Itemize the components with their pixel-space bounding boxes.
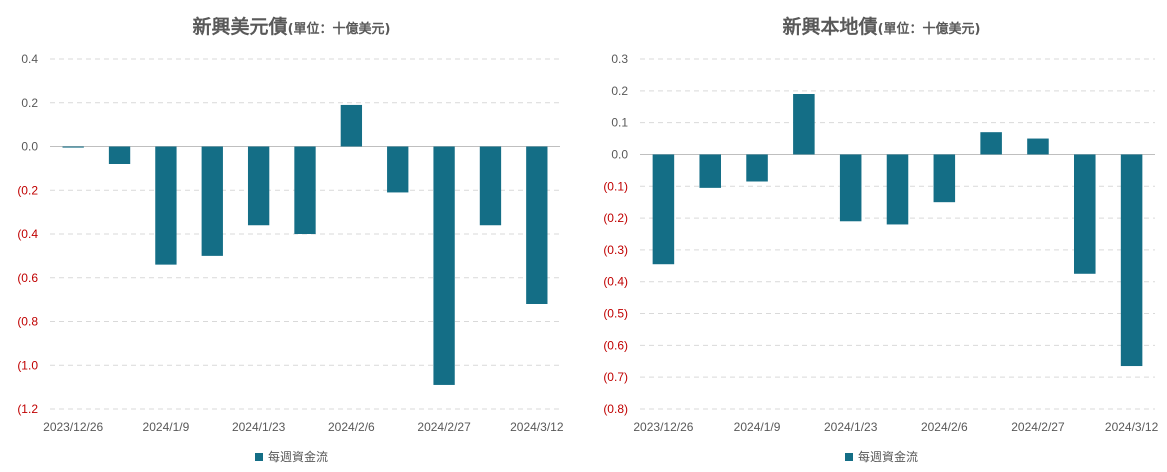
bar — [699, 154, 721, 188]
y-tick-label: (0.2) — [603, 211, 628, 225]
bar — [155, 146, 177, 265]
bar — [108, 146, 131, 164]
y-tick-label: (0.3) — [603, 243, 628, 257]
chart-em-local-bonds: 新興本地債(單位：十億美元) 0.3 0.2 0.1 0.0 (0.1) (0.2) (0.… — [590, 0, 1167, 472]
bar — [247, 146, 270, 226]
bar — [526, 146, 548, 304]
bar — [980, 132, 1002, 155]
x-tick-label: 2024/2/6 — [328, 420, 375, 434]
y-tick-label: 0.2 — [21, 96, 38, 110]
x-tick-label: 2024/1/23 — [232, 420, 286, 434]
y-tick-label: 0.4 — [21, 52, 38, 66]
bar — [340, 104, 363, 147]
legend-label: 每週資金流 — [857, 450, 918, 464]
y-tick-label: (0.8) — [603, 402, 628, 416]
y-tick-label: (1.0 — [17, 358, 38, 372]
legend: 每週資金流 — [590, 448, 1167, 465]
chart-title-text: 新興美元債 — [192, 16, 288, 38]
y-tick-label: 0.2 — [611, 84, 628, 98]
bar — [886, 154, 909, 225]
bar — [652, 154, 675, 265]
chart-em-usd-bonds: 新興美元債(單位：十億美元) 0.4 0.2 0.0 (0.2 (0.4 (0.6 (0.8… — [0, 0, 583, 472]
bar — [839, 154, 862, 222]
chart-title-unit: (單位：十億美元) — [877, 22, 981, 37]
x-tick-label: 2024/2/27 — [417, 420, 471, 434]
x-tick-label: 2023/12/26 — [633, 420, 693, 434]
bar — [201, 146, 223, 256]
y-tick-label: 0.1 — [611, 116, 628, 130]
chart-title: 新興美元債(單位：十億美元) — [0, 12, 583, 39]
plot-area: 0.4 0.2 0.0 (0.2 (0.4 (0.6 (0.8 (1.0 (1.2 2023/12… — [17, 52, 564, 434]
bar — [433, 146, 455, 385]
x-tick-label: 2024/1/23 — [824, 420, 878, 434]
y-tick-label: (0.4) — [603, 275, 628, 289]
x-tick-label: 2024/3/12 — [510, 420, 564, 434]
bar — [933, 154, 956, 203]
y-tick-label: (0.4 — [17, 227, 38, 241]
x-tick-label: 2024/1/9 — [143, 420, 190, 434]
bar — [387, 146, 409, 193]
y-tick-label: (1.2 — [17, 402, 38, 416]
bar — [294, 146, 316, 234]
y-tick-label: (0.6 — [17, 271, 38, 285]
plot-area: 0.3 0.2 0.1 0.0 (0.1) (0.2) (0.3) (0.4) (0.5) (0.… — [603, 52, 1159, 434]
bar — [1074, 154, 1096, 274]
y-tick-label: 0.0 — [611, 147, 628, 161]
y-tick-label: (0.2 — [17, 183, 38, 197]
y-tick-label: (0.5) — [603, 307, 628, 321]
x-tick-label: 2023/12/26 — [43, 420, 103, 434]
bar — [746, 154, 768, 182]
legend-swatch — [254, 453, 263, 461]
y-tick-label: 0.3 — [611, 52, 628, 66]
x-tick-label: 2024/2/6 — [921, 420, 968, 434]
chart-title-unit: (單位：十億美元) — [287, 22, 391, 37]
bar — [479, 146, 502, 226]
chart-title: 新興本地債(單位：十億美元) — [590, 12, 1167, 39]
legend-label: 每週資金流 — [267, 450, 328, 464]
y-tick-label: (0.6) — [603, 338, 628, 352]
x-tick-label: 2024/1/9 — [734, 420, 781, 434]
bar — [1120, 154, 1143, 367]
y-tick-label: 0.0 — [21, 140, 38, 154]
bar — [62, 146, 84, 148]
y-tick-label: (0.8 — [17, 315, 38, 329]
x-tick-label: 2024/2/27 — [1011, 420, 1065, 434]
legend-swatch — [844, 453, 853, 461]
chart-title-text: 新興本地債 — [782, 16, 878, 38]
y-tick-label: (0.7) — [603, 370, 628, 384]
y-tick-label: (0.1) — [603, 179, 628, 193]
bar — [1027, 138, 1049, 155]
legend: 每週資金流 — [0, 448, 583, 465]
x-tick-label: 2024/3/12 — [1105, 420, 1159, 434]
bar — [793, 94, 815, 155]
